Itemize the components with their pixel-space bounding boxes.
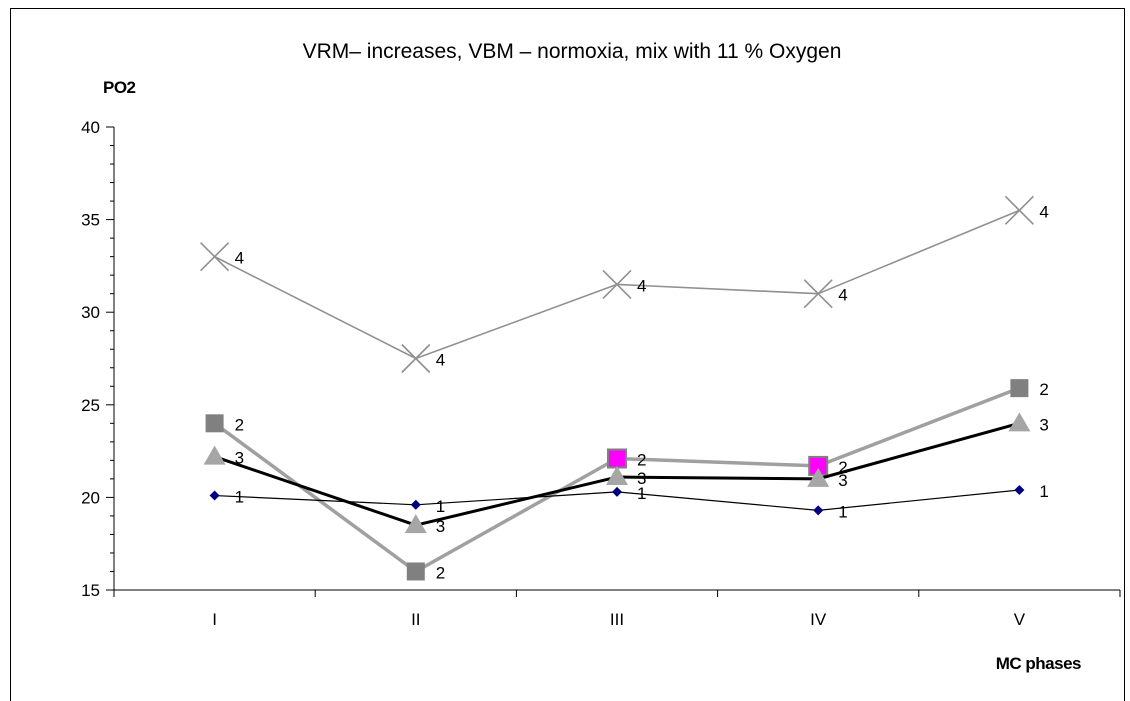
series-4-point bbox=[200, 242, 230, 272]
series-2-point bbox=[1010, 379, 1029, 398]
series-1-data-label: 1 bbox=[235, 488, 244, 507]
series-3-data-label: 3 bbox=[637, 469, 646, 488]
series-2-data-label: 2 bbox=[235, 415, 244, 434]
series-4-point bbox=[803, 279, 833, 309]
x-tick-label-I: I bbox=[212, 610, 217, 629]
series-1-point bbox=[209, 490, 220, 501]
series-4-point bbox=[602, 269, 632, 299]
series-1-point bbox=[612, 486, 622, 497]
y-tick-label-20: 20 bbox=[81, 488, 100, 507]
y-axis-title: PO2 bbox=[103, 78, 136, 97]
y-tick-label-40: 40 bbox=[81, 118, 100, 137]
series-2-point bbox=[607, 448, 627, 469]
series-1-data-label: 1 bbox=[637, 484, 646, 503]
series-2-data-label: 2 bbox=[436, 563, 445, 582]
series-3-point bbox=[1008, 412, 1031, 432]
x-tick-label-II: II bbox=[411, 610, 420, 629]
x-tick-label-III: III bbox=[610, 610, 624, 629]
x-tick-label-V: V bbox=[1014, 610, 1026, 629]
series-3-data-label: 3 bbox=[838, 471, 847, 490]
series-4-point bbox=[401, 343, 431, 374]
series-1-data-label: 1 bbox=[436, 497, 445, 516]
series-1-point bbox=[410, 499, 421, 510]
series-1-point bbox=[813, 505, 824, 516]
chart-frame bbox=[10, 8, 1125, 701]
series-3-point bbox=[404, 514, 427, 534]
x-marker-stroke bbox=[803, 279, 833, 309]
series-2-point bbox=[205, 414, 224, 433]
series-2-data-label: 2 bbox=[838, 458, 847, 477]
series-3-point bbox=[606, 466, 628, 486]
series-2: 2 2 2 2 2 bbox=[205, 379, 1049, 582]
series-4-data-label: 4 bbox=[436, 351, 445, 370]
series-4-data-label: 4 bbox=[838, 286, 847, 305]
series-3-data-label: 3 bbox=[1039, 415, 1048, 434]
series-4-data-label: 4 bbox=[235, 249, 244, 268]
y-tick-label-35: 35 bbox=[81, 211, 100, 230]
series-1-data-label: 1 bbox=[1039, 482, 1048, 501]
series-4-data-label: 4 bbox=[637, 276, 646, 295]
series-3-data-label: 3 bbox=[436, 517, 445, 536]
series-2-point bbox=[406, 562, 425, 581]
series-1-data-label: 1 bbox=[838, 502, 847, 521]
y-tick-label-25: 25 bbox=[81, 396, 100, 415]
series-3: 3 3 3 3 3 bbox=[203, 412, 1049, 536]
series-3-data-label: 3 bbox=[235, 449, 244, 468]
y-tick-label-30: 30 bbox=[81, 303, 100, 322]
x-axis-title: MC phases bbox=[996, 654, 1081, 673]
series-3-point bbox=[807, 467, 830, 487]
chart-title: VRM– increases, VBM – normoxia, mix with… bbox=[303, 40, 842, 63]
series-3-point bbox=[203, 445, 226, 465]
series-2-data-label: 2 bbox=[637, 451, 646, 470]
series-2-data-label: 2 bbox=[1039, 380, 1048, 399]
series-4-point bbox=[1004, 195, 1034, 225]
x-tick-label-IV: IV bbox=[810, 610, 827, 629]
series-1: 1 1 1 1 1 bbox=[209, 482, 1049, 521]
series-1-point bbox=[1014, 484, 1025, 495]
x-marker-stroke bbox=[1004, 195, 1034, 225]
x-marker-stroke bbox=[200, 242, 230, 272]
series-4: 4 4 4 4 4 bbox=[200, 195, 1049, 374]
x-marker-stroke bbox=[602, 269, 632, 299]
x-marker-stroke bbox=[401, 343, 431, 374]
series-4-data-label: 4 bbox=[1039, 202, 1048, 221]
y-tick-label-15: 15 bbox=[81, 581, 100, 600]
